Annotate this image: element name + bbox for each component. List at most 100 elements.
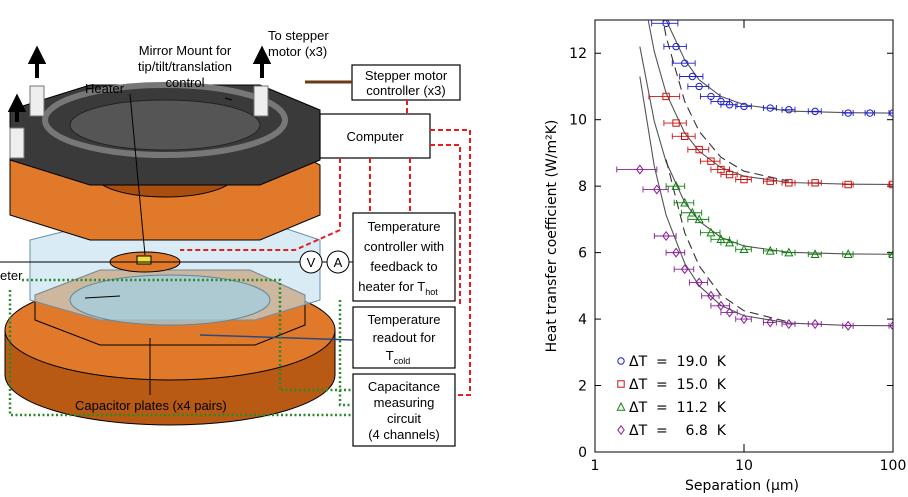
error-bar xyxy=(699,93,721,100)
data-point xyxy=(725,237,735,247)
data-point xyxy=(662,92,670,101)
data-point xyxy=(688,72,697,81)
temp-controller-text: Temperature controller with feedback to hea… xyxy=(358,219,444,297)
legend-marker xyxy=(617,380,625,388)
data-point xyxy=(706,227,716,237)
data-point xyxy=(680,197,690,207)
model-curve xyxy=(639,76,893,327)
capacitance-box xyxy=(352,373,456,447)
computer-text: Computer xyxy=(346,129,404,144)
arrow xyxy=(27,45,47,78)
data-point xyxy=(672,119,680,127)
voltmeter xyxy=(299,250,323,274)
data-point xyxy=(766,317,775,328)
pointer xyxy=(224,97,233,101)
model-curve xyxy=(647,20,893,186)
x-tick-label: 100 xyxy=(880,458,907,474)
y-tick-label: 6 xyxy=(578,246,587,262)
data-point xyxy=(671,181,681,190)
data-point xyxy=(889,320,893,331)
data-point xyxy=(765,245,775,255)
data-point xyxy=(681,132,689,141)
data-point xyxy=(739,244,749,253)
data-point xyxy=(811,319,819,330)
data-point xyxy=(680,264,689,275)
data-point xyxy=(889,180,893,189)
error-bar xyxy=(735,246,752,253)
legend-label: ΔT = 6.8 K xyxy=(629,423,727,439)
data-point xyxy=(717,165,725,174)
wire xyxy=(199,334,354,341)
data-point xyxy=(844,320,852,331)
error-bar xyxy=(720,309,738,316)
legend-label: ΔT = 11.2 K xyxy=(629,400,727,416)
error-bar xyxy=(665,249,686,256)
data-point xyxy=(694,214,704,224)
data-point xyxy=(740,314,748,325)
legend-marker xyxy=(617,357,625,365)
cable xyxy=(338,300,353,407)
error-bar xyxy=(688,279,709,286)
cable xyxy=(430,129,471,396)
y-tick-label: 8 xyxy=(578,179,587,195)
data-point xyxy=(695,82,703,91)
heater-label: Heater xyxy=(85,81,125,96)
model-curve xyxy=(665,20,893,114)
data-point xyxy=(662,20,670,28)
temp-readout-box xyxy=(352,306,456,369)
error-bar xyxy=(735,103,752,110)
data-point xyxy=(725,101,734,109)
data-point xyxy=(888,249,893,258)
data-point xyxy=(866,109,874,117)
pointer xyxy=(129,93,146,256)
error-bar xyxy=(807,321,822,328)
temp-readout-text: Temperature readout for Tcold xyxy=(368,312,441,366)
data-point xyxy=(889,109,893,117)
error-bar xyxy=(671,60,696,67)
capacitance-text: Capacitance measuring circuit (4 channels) xyxy=(368,379,440,442)
legend-label: ΔT = 15.0 K xyxy=(629,377,727,393)
post xyxy=(9,127,25,159)
error-bar xyxy=(735,176,752,183)
legend-marker xyxy=(617,424,625,436)
y-tick-label: 12 xyxy=(569,46,587,62)
error-bar xyxy=(679,73,704,80)
data-point xyxy=(740,102,748,111)
ammeter-label: A xyxy=(334,255,343,270)
model-curve xyxy=(639,46,893,255)
error-bar xyxy=(687,216,710,223)
data-point xyxy=(681,59,689,67)
error-bar xyxy=(673,266,695,273)
error-bar xyxy=(642,186,669,193)
x-axis-label: Separation (μm) xyxy=(685,478,799,494)
heater xyxy=(136,255,152,265)
voltmeter-label: V xyxy=(307,255,316,270)
cable xyxy=(180,158,341,251)
data-point xyxy=(672,42,680,51)
y-tick-label: 4 xyxy=(578,312,587,328)
error-bar xyxy=(762,178,777,185)
error-bar xyxy=(699,229,721,236)
x-tick-label: 10 xyxy=(735,458,753,474)
error-bar xyxy=(720,171,738,178)
error-bar xyxy=(648,93,681,100)
error-bar xyxy=(807,108,822,115)
error-bar xyxy=(687,146,710,153)
data-point xyxy=(784,247,794,257)
data-point xyxy=(707,157,715,165)
stepper-box-text: Stepper motor controller (x3) xyxy=(365,68,448,98)
error-bar xyxy=(651,20,679,27)
error-bar xyxy=(762,247,777,254)
mount-ring-inner xyxy=(69,99,261,151)
data-point xyxy=(725,307,734,318)
legend-label: ΔT = 19.0 K xyxy=(629,354,727,370)
post xyxy=(29,85,45,117)
data-point xyxy=(695,277,703,288)
data-point xyxy=(785,106,793,114)
data-point xyxy=(662,230,670,242)
data-point xyxy=(844,180,852,189)
data-point xyxy=(811,179,819,187)
post xyxy=(253,85,269,117)
data-point xyxy=(695,145,703,154)
error-bar xyxy=(888,251,893,258)
